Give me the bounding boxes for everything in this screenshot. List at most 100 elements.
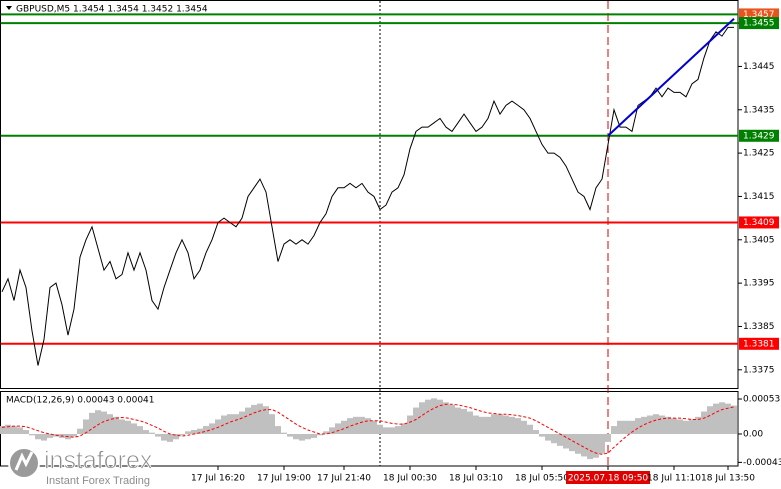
macd-bar (0, 426, 5, 434)
level-label-box (739, 17, 779, 30)
macd-bar (569, 433, 575, 452)
macd-bar (461, 408, 467, 434)
macd-bar (443, 402, 449, 434)
macd-bar (395, 426, 401, 434)
x-tick-label: 17 Jul 21:40 (317, 474, 371, 484)
macd-bar (287, 433, 293, 437)
macd-bar (35, 433, 41, 440)
y-tick-label: 0.00053 (743, 394, 780, 404)
macd-bar (347, 418, 353, 434)
macd-bar (233, 414, 239, 434)
macd-bar (281, 432, 287, 434)
macd-bar (41, 433, 47, 441)
macd-bar (437, 399, 443, 434)
level-label: 1.3429 (743, 131, 775, 141)
y-tick-label: 1.3415 (743, 192, 775, 202)
macd-bar (131, 423, 137, 434)
macd-bar (299, 433, 305, 441)
x-tick-label: 17 Jul 19:00 (257, 474, 311, 484)
macd-bar (503, 415, 509, 434)
macd-bar (365, 418, 371, 434)
macd-bar (191, 430, 197, 434)
macd-bar (17, 427, 23, 434)
macd-title: MACD(12,26,9) 0.00043 0.00041 (6, 396, 155, 406)
macd-bar (419, 402, 425, 434)
macd-bar (413, 407, 419, 434)
level-label-box (739, 216, 779, 229)
macd-bar (221, 415, 227, 434)
macd-bar (317, 433, 323, 436)
macd-bar (485, 416, 491, 434)
level-label-box (739, 129, 779, 142)
macd-bar (119, 419, 125, 434)
macd-bar (227, 414, 233, 434)
macd-bar (83, 419, 89, 434)
x-tick-label: 18 Jul 13:50 (701, 474, 755, 484)
macd-bar (353, 416, 359, 434)
macd-bar (125, 420, 131, 434)
x-tick-label: 18 Jul 03:10 (449, 474, 503, 484)
macd-bar (725, 403, 731, 434)
macd-bar (521, 420, 527, 434)
macd-bar (95, 410, 101, 434)
level-label: 1.3455 (743, 19, 775, 29)
price-line (1, 26, 734, 366)
macd-bar (551, 433, 557, 444)
trendline (607, 18, 735, 137)
macd-bar (671, 418, 677, 434)
x-tick-label: 18 Jul 05:50 (515, 474, 569, 484)
macd-bar (539, 433, 545, 437)
macd-bar (623, 420, 629, 434)
macd-bar (5, 424, 11, 434)
cursor-label-box (566, 471, 650, 484)
macd-bar (161, 433, 167, 441)
x-tick-label: 17 Jul 16:20 (191, 474, 245, 484)
macd-bar (185, 431, 191, 434)
logo-text: instaforex (44, 447, 153, 475)
macd-bar (77, 428, 83, 434)
macd-bar (515, 418, 521, 434)
macd-bar (431, 398, 437, 434)
x-tick-label: 2025.07.18 09:50 (568, 474, 649, 484)
chart-title: GBPUSD,M5 1.3454 1.3454 1.3452 1.3454 (16, 5, 208, 15)
macd-bar (89, 412, 95, 434)
macd-bar (647, 415, 653, 434)
macd-bar (533, 430, 539, 434)
macd-bar (491, 414, 497, 434)
level-label: 1.3457 (743, 10, 775, 20)
macd-bar (335, 423, 341, 434)
macd-bar (473, 415, 479, 434)
macd-bar (629, 420, 635, 434)
level-label: 1.3409 (743, 218, 775, 228)
macd-bar (197, 428, 203, 434)
macd-bar (599, 433, 605, 454)
macd-bar (263, 406, 269, 434)
macd-bar (713, 403, 719, 434)
level-label-box (739, 337, 779, 350)
header-arrow (6, 6, 12, 10)
macd-bar (269, 414, 275, 434)
y-tick-label: 1.3445 (743, 62, 775, 72)
macd-bar (137, 426, 143, 434)
macd-bar (689, 419, 695, 434)
level-label: 1.3381 (743, 339, 775, 349)
macd-bar (311, 433, 317, 438)
macd-bar (707, 406, 713, 434)
y-tick-label: 1.3385 (743, 322, 775, 332)
macd-bar (371, 420, 377, 434)
y-tick-label: 1.3405 (743, 235, 775, 245)
macd-bar (617, 420, 623, 434)
macd-bar (341, 420, 347, 434)
macd-bar (377, 424, 383, 434)
macd-bar (107, 414, 113, 434)
y-tick-label: 1.3435 (743, 105, 775, 115)
macd-bar (527, 424, 533, 434)
y-tick-label: 1.3395 (743, 279, 775, 289)
macd-bar (701, 411, 707, 434)
macd-bar (497, 414, 503, 434)
macd-bar (239, 411, 245, 434)
macd-bar (251, 404, 257, 434)
macd-bar (323, 431, 329, 434)
macd-bar (113, 416, 119, 434)
macd-bar (305, 433, 311, 440)
